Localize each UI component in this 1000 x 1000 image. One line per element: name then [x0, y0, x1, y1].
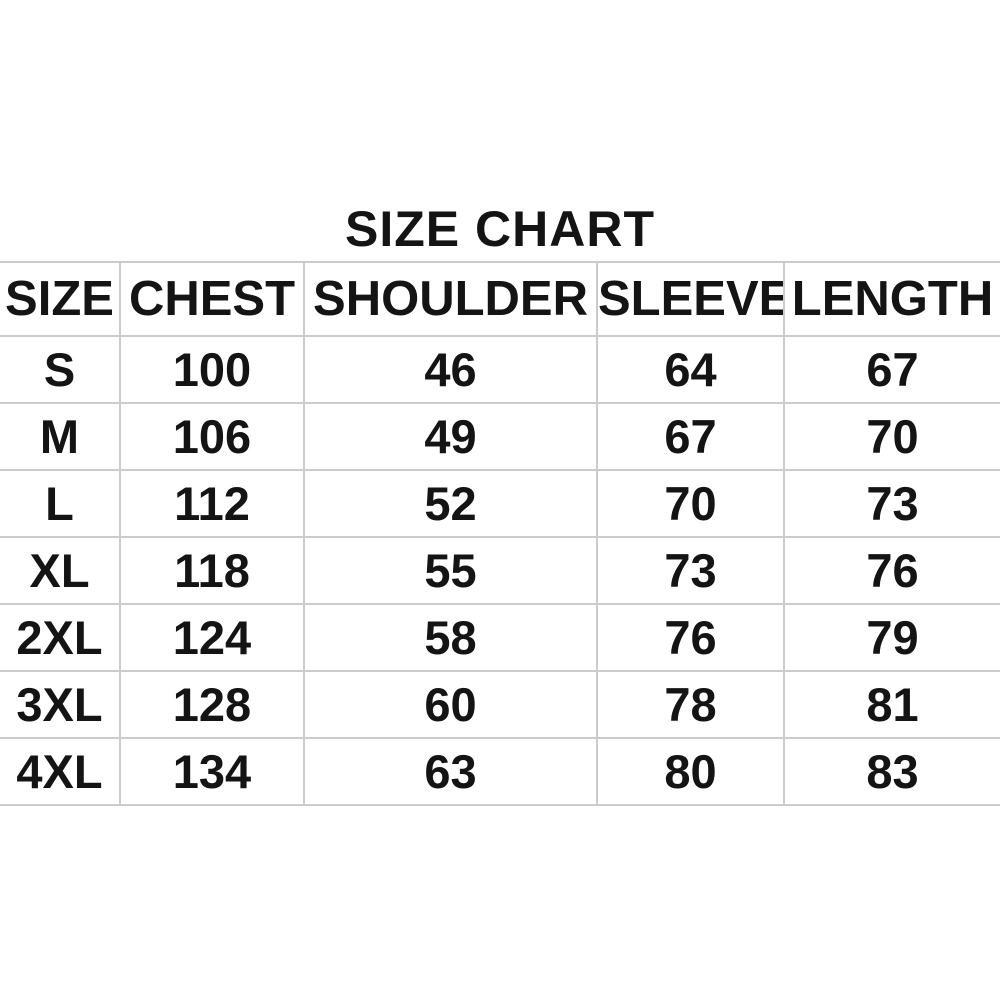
- table-row-s: S 100 46 64 67: [0, 335, 1000, 403]
- sleeve-value: 73: [596, 536, 784, 604]
- shoulder-value: 49: [303, 402, 597, 470]
- table-row-3xl: 3XL 128 60 78 81: [0, 670, 1000, 738]
- header-cell-shoulder: SHOULDER: [303, 261, 597, 336]
- length-value: 70: [783, 402, 1000, 470]
- chest-value: 100: [119, 335, 304, 403]
- shoulder-value: 63: [303, 737, 597, 806]
- shoulder-value: 55: [303, 536, 597, 604]
- length-value: 79: [783, 603, 1000, 671]
- header-cell-chest: CHEST: [119, 261, 304, 336]
- table-row-2xl: 2XL 124 58 76 79: [0, 603, 1000, 671]
- sleeve-value: 80: [596, 737, 784, 806]
- length-value: 76: [783, 536, 1000, 604]
- table-row-l: L 112 52 70 73: [0, 469, 1000, 537]
- size-label: 3XL: [0, 670, 120, 738]
- header-row: SIZE CHEST SHOULDER SLEEVE LENGTH: [0, 261, 1000, 336]
- size-label: 4XL: [0, 737, 120, 806]
- size-label: XL: [0, 536, 120, 604]
- size-label: M: [0, 402, 120, 470]
- chest-value: 106: [119, 402, 304, 470]
- chest-value: 128: [119, 670, 304, 738]
- shoulder-value: 60: [303, 670, 597, 738]
- header-cell-size: SIZE: [0, 261, 120, 336]
- table-row-xl: XL 118 55 73 76: [0, 536, 1000, 604]
- chest-value: 124: [119, 603, 304, 671]
- shoulder-value: 58: [303, 603, 597, 671]
- table-row-4xl: 4XL 134 63 80 83: [0, 737, 1000, 806]
- header-cell-length: LENGTH: [783, 261, 1000, 336]
- page-title: SIZE CHART: [345, 201, 655, 257]
- length-value: 67: [783, 335, 1000, 403]
- table-row-m: M 106 49 67 70: [0, 402, 1000, 470]
- size-label: L: [0, 469, 120, 537]
- chest-value: 118: [119, 536, 304, 604]
- size-label: 2XL: [0, 603, 120, 671]
- size-chart-table: SIZE CHEST SHOULDER SLEEVE LENGTH S 100 …: [0, 261, 1000, 806]
- sleeve-value: 78: [596, 670, 784, 738]
- header-cell-sleeve: SLEEVE: [596, 261, 784, 336]
- shoulder-value: 46: [303, 335, 597, 403]
- shoulder-value: 52: [303, 469, 597, 537]
- length-value: 73: [783, 469, 1000, 537]
- size-label: S: [0, 335, 120, 403]
- chest-value: 112: [119, 469, 304, 537]
- sleeve-value: 64: [596, 335, 784, 403]
- sleeve-value: 76: [596, 603, 784, 671]
- length-value: 83: [783, 737, 1000, 806]
- length-value: 81: [783, 670, 1000, 738]
- chest-value: 134: [119, 737, 304, 806]
- sleeve-value: 70: [596, 469, 784, 537]
- sleeve-value: 67: [596, 402, 784, 470]
